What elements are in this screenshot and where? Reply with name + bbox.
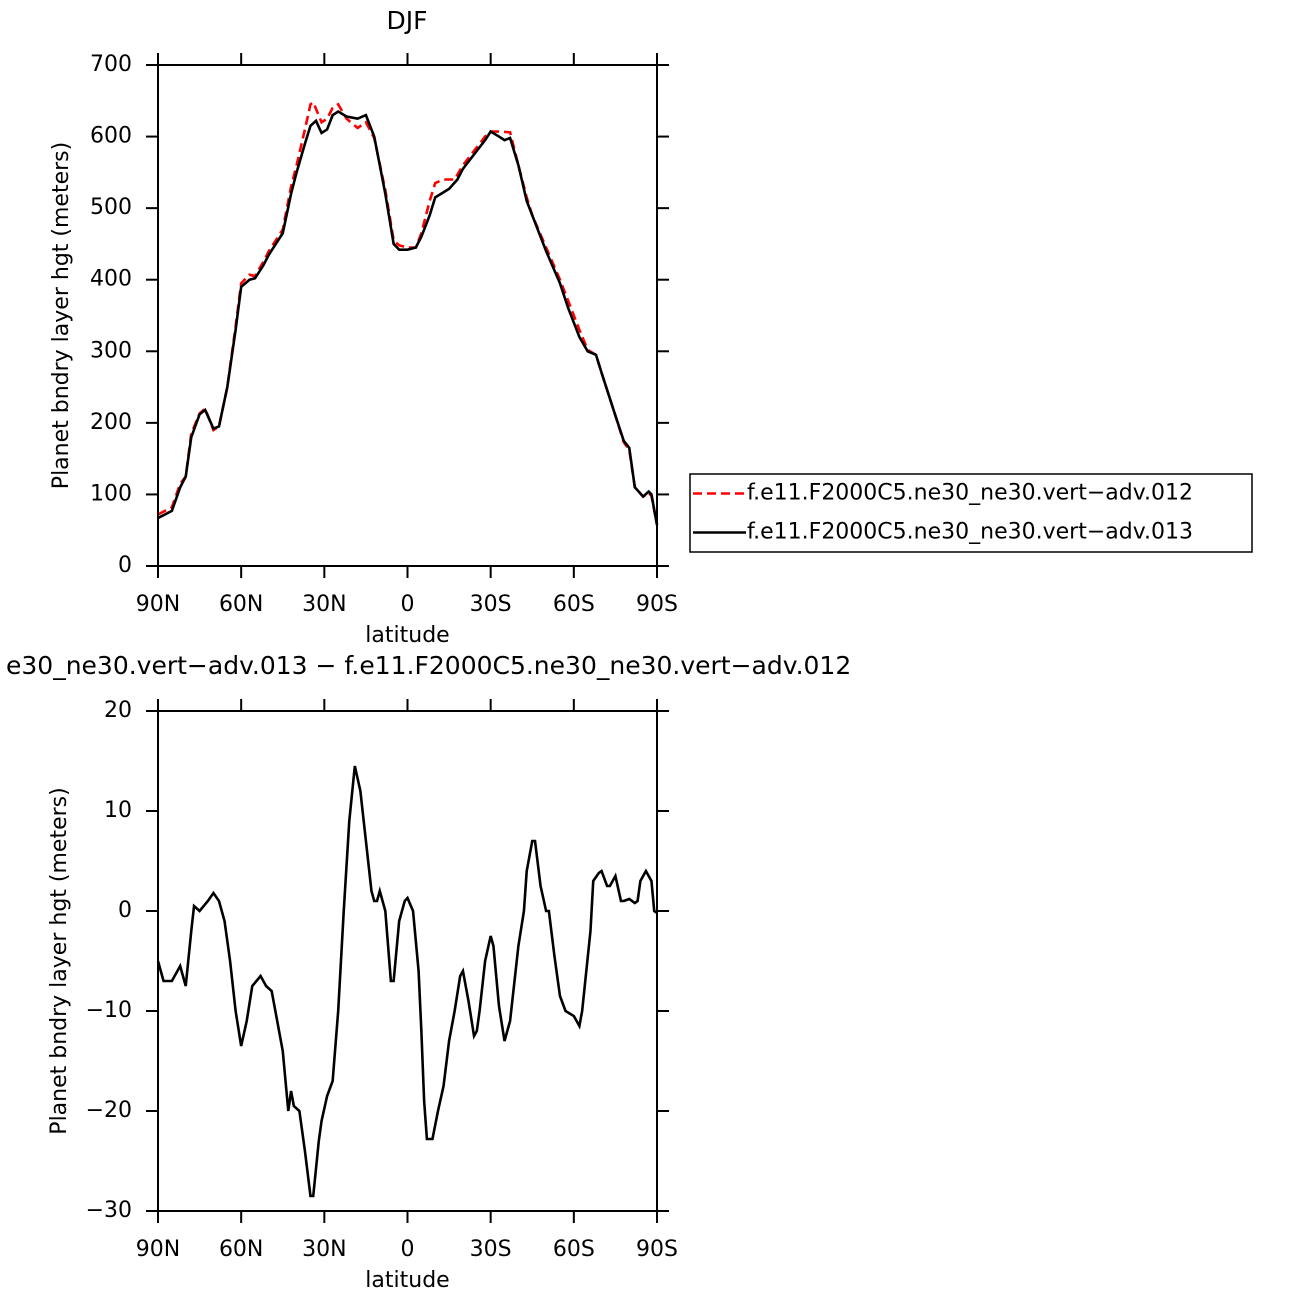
y-tick-label: 10 <box>104 798 132 823</box>
y-tick-label: 600 <box>90 124 132 149</box>
y-axis-label: Planet bndry layer hgt (meters) <box>49 142 74 489</box>
y-axis-label: Planet bndry layer hgt (meters) <box>47 787 72 1134</box>
legend-box <box>689 473 1253 553</box>
y-tick-label: 700 <box>90 52 132 77</box>
x-tick-label: 90S <box>636 592 678 617</box>
x-tick-label: 30N <box>302 592 346 617</box>
y-tick-label: 100 <box>90 481 132 506</box>
y-tick-label: −20 <box>86 1098 132 1123</box>
y-tick-label: 0 <box>118 553 132 578</box>
x-tick-label: 90N <box>136 592 180 617</box>
y-tick-label: 200 <box>90 410 132 435</box>
legend-label: f.e11.F2000C5.ne30_ne30.vert−adv.013 <box>747 520 1193 545</box>
y-tick-label: 300 <box>90 338 132 363</box>
data-line <box>157 109 659 526</box>
x-axis-label: latitude <box>365 623 449 648</box>
x-tick-label: 60S <box>553 1237 595 1262</box>
x-tick-label: 60N <box>219 1237 263 1262</box>
x-tick-label: 60N <box>219 592 263 617</box>
x-tick-label: 90N <box>136 1237 180 1262</box>
y-tick-label: 0 <box>118 898 132 923</box>
chart-title: e30_ne30.vert−adv.013 − f.e11.F2000C5.ne… <box>6 651 851 680</box>
y-tick-label: −30 <box>86 1198 132 1223</box>
x-tick-label: 60S <box>553 592 595 617</box>
x-axis-label: latitude <box>365 1268 449 1293</box>
y-tick-label: 400 <box>90 267 132 292</box>
legend-label: f.e11.F2000C5.ne30_ne30.vert−adv.012 <box>747 481 1193 506</box>
y-tick-label: 500 <box>90 195 132 220</box>
data-line <box>156 765 658 1198</box>
x-tick-label: 90S <box>636 1237 678 1262</box>
x-tick-label: 0 <box>401 1237 415 1262</box>
x-tick-label: 0 <box>401 592 415 617</box>
x-tick-label: 30S <box>470 1237 512 1262</box>
data-line <box>157 100 659 525</box>
x-tick-label: 30S <box>470 592 512 617</box>
plot-frame <box>157 710 658 1212</box>
plot-frame <box>157 64 658 567</box>
y-tick-label: 20 <box>104 698 132 723</box>
x-tick-label: 30N <box>302 1237 346 1262</box>
y-tick-label: −10 <box>86 998 132 1023</box>
chart-title: DJF <box>386 6 427 35</box>
